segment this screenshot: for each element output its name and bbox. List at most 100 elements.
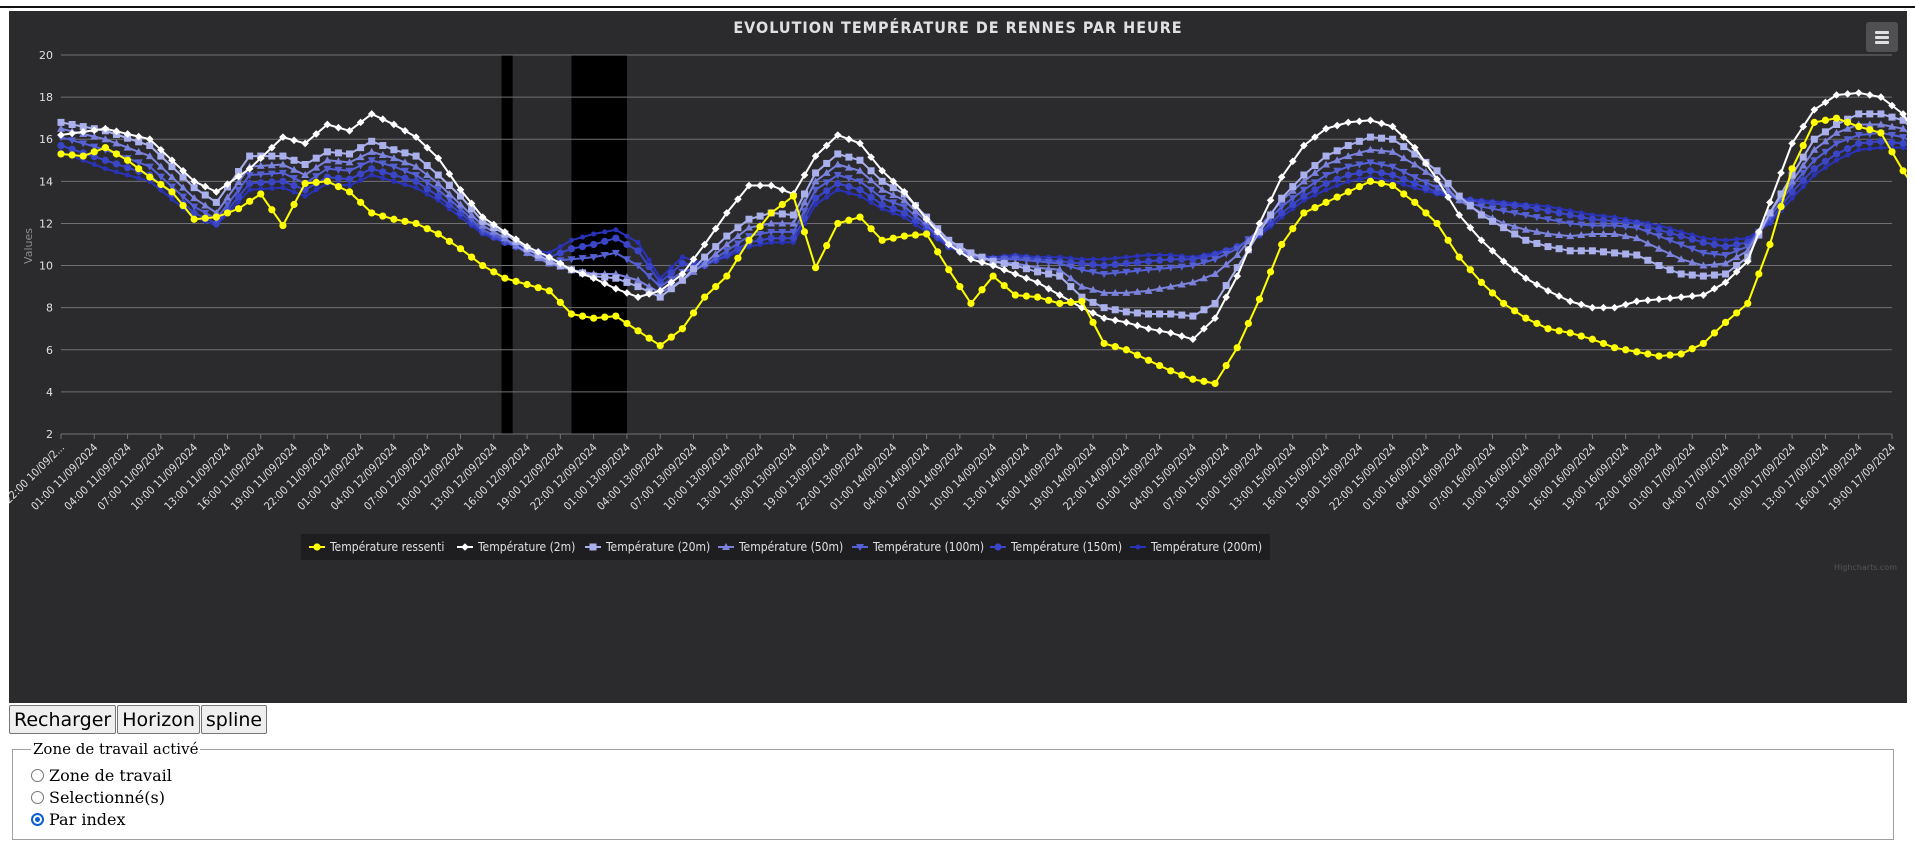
series-1 [57, 89, 1907, 344]
data-point [767, 234, 775, 242]
radio-button-checked[interactable] [31, 812, 44, 826]
data-point [1044, 284, 1053, 293]
data-point [1543, 229, 1552, 237]
data-point [179, 193, 188, 201]
data-point [1477, 236, 1486, 245]
radio-zone-travail[interactable]: Zone de travail [31, 764, 1875, 786]
data-point [334, 123, 343, 132]
y-tick-label: 12 [39, 217, 53, 230]
data-point [424, 191, 430, 197]
data-point [845, 135, 853, 144]
legend-item[interactable]: Température ressenti [309, 540, 444, 554]
data-point [247, 187, 253, 193]
data-point [601, 237, 609, 245]
legend-item[interactable]: Température (100m) [852, 540, 984, 554]
data-point [1766, 198, 1774, 207]
data-point [312, 178, 320, 186]
data-point [1411, 143, 1419, 152]
data-point [712, 243, 720, 251]
data-point [1122, 318, 1131, 327]
data-point [656, 293, 664, 301]
data-point [1122, 288, 1131, 296]
data-point [1433, 184, 1442, 192]
data-point [845, 182, 853, 191]
data-point [234, 205, 243, 213]
data-point [1721, 243, 1730, 251]
data-point [956, 243, 964, 251]
data-point [645, 273, 654, 281]
data-point [257, 179, 265, 187]
data-point [867, 153, 875, 161]
data-point [1599, 303, 1608, 312]
data-point [112, 139, 121, 147]
data-point [445, 237, 453, 245]
legend-item[interactable]: Température (20m) [585, 540, 710, 554]
radio-par-index[interactable]: Par index [31, 808, 1875, 830]
data-point [855, 178, 864, 186]
data-point [345, 167, 354, 175]
data-point [1222, 293, 1230, 301]
data-point [557, 244, 563, 250]
data-point [1066, 274, 1075, 282]
data-point [1677, 350, 1685, 358]
data-point [312, 173, 321, 181]
data-point [1888, 122, 1896, 130]
chart-menu-button[interactable] [1866, 22, 1898, 52]
data-point [956, 283, 964, 291]
data-point [745, 215, 753, 223]
data-point [1755, 270, 1763, 278]
data-point [734, 224, 742, 232]
radio-button[interactable] [31, 790, 44, 804]
data-point [911, 206, 920, 214]
data-point [1677, 241, 1686, 249]
legend-item[interactable]: Température (150m) [990, 540, 1122, 554]
legend-item[interactable]: Température (50m) [718, 540, 843, 554]
data-point [423, 179, 432, 187]
data-point [1655, 295, 1663, 304]
data-point [634, 327, 642, 335]
radio-selectionnes[interactable]: Selectionné(s) [31, 786, 1875, 808]
data-point [834, 150, 842, 158]
data-point [357, 198, 365, 206]
legend-item[interactable]: Température (2m) [457, 540, 575, 554]
data-point [1410, 174, 1419, 182]
spline-button[interactable]: spline [200, 705, 268, 734]
data-point [345, 158, 354, 166]
radio-label: Zone de travail [49, 765, 172, 785]
data-point [1821, 148, 1830, 156]
data-point [956, 248, 964, 256]
reload-button[interactable]: Recharger [9, 705, 117, 734]
data-point [611, 249, 620, 257]
data-point [1521, 225, 1530, 233]
data-point [878, 177, 886, 185]
data-point [578, 243, 587, 251]
data-point [201, 182, 210, 191]
data-point [567, 265, 576, 274]
horizon-button[interactable]: Horizon [117, 705, 200, 734]
data-point [1188, 278, 1197, 286]
data-point [722, 543, 730, 550]
data-point [1377, 179, 1386, 188]
data-point [1033, 293, 1042, 301]
data-point [257, 190, 265, 198]
data-point [1067, 283, 1075, 291]
legend-item[interactable]: Température (200m) [1130, 540, 1262, 554]
data-point [1089, 260, 1097, 269]
radio-button[interactable] [31, 768, 44, 782]
data-point [1744, 253, 1752, 261]
data-point [357, 170, 365, 178]
data-point [589, 543, 597, 551]
data-point [1555, 292, 1563, 300]
data-point [823, 187, 831, 195]
data-point [1832, 140, 1841, 148]
data-point [1200, 377, 1208, 385]
data-point [656, 341, 664, 350]
data-point [135, 165, 143, 173]
data-point [689, 309, 698, 317]
data-point [1533, 205, 1541, 213]
data-point [1378, 134, 1386, 142]
y-tick-label: 20 [39, 49, 53, 62]
credits[interactable]: Highcharts.com [1834, 563, 1897, 572]
data-point [1888, 101, 1896, 110]
data-point [456, 200, 465, 208]
